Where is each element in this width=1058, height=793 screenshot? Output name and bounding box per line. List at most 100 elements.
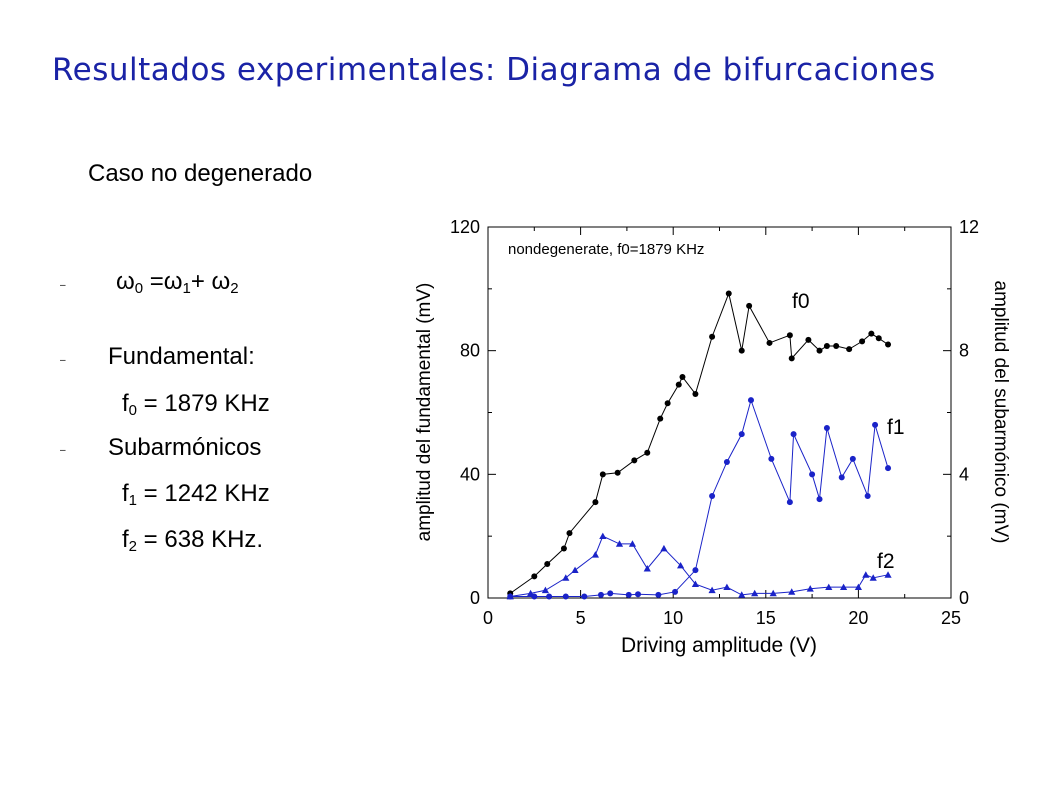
data-point-f1 [872, 421, 879, 428]
data-point-f1 [786, 499, 793, 506]
y-tick-label: 0 [470, 588, 480, 608]
data-point-f2 [677, 561, 685, 569]
x-tick-label: 20 [848, 608, 868, 628]
data-point-f2 [628, 540, 637, 547]
series-line-f1 [510, 398, 889, 597]
data-point-f2 [506, 592, 514, 600]
data-point-f1 [838, 474, 845, 481]
f1-frequency: f1 = 1242 KHz [122, 480, 270, 509]
data-point-f1 [816, 496, 823, 503]
data-point-f0 [788, 355, 795, 362]
data-point-f2 [562, 574, 570, 581]
data-point-f0 [725, 290, 732, 297]
bullet-marker: – [60, 445, 66, 456]
f2-sub: 2 [128, 538, 138, 555]
data-point-f0 [746, 302, 753, 309]
data-point-f2 [806, 585, 814, 592]
f1-symbol: f [122, 480, 129, 507]
f0-symbol: f [122, 390, 129, 417]
data-point-f2 [854, 583, 862, 591]
data-point-f0 [875, 335, 882, 342]
data-point-f1 [768, 455, 775, 462]
data-point-f2 [825, 583, 833, 591]
y-right-tick-label: 8 [959, 341, 969, 361]
series-label-f2: f2 [877, 550, 895, 573]
data-point-f2 [738, 591, 746, 598]
fundamental-label: Fundamental: [108, 343, 255, 370]
y-right-tick-label: 12 [959, 217, 979, 237]
data-point-f1 [809, 471, 816, 478]
data-point-f2 [526, 589, 535, 597]
data-point-f2 [615, 540, 624, 547]
f1-value: = 1242 KHz [137, 480, 270, 507]
data-point-f2 [708, 586, 716, 594]
data-point-f1 [823, 424, 830, 431]
data-point-f1 [672, 588, 679, 595]
y-axis-label-left: amplitud del fundamental (mV) [414, 283, 435, 542]
f1-sub: 1 [128, 492, 138, 509]
series-layer [506, 290, 892, 600]
data-point-f0 [531, 573, 538, 580]
data-point-f0 [868, 330, 875, 337]
x-tick-label: 25 [941, 608, 961, 628]
bullet-marker: – [60, 280, 66, 291]
chart-title: nondegenerate, f0=1879 KHz [508, 241, 704, 258]
series-label-f1: f1 [887, 416, 905, 439]
y-tick-label: 40 [460, 464, 480, 484]
data-point-f1 [709, 492, 716, 499]
omega-sub-1: 1 [182, 280, 191, 297]
data-point-f2 [723, 583, 731, 591]
omega-symbol: ω [116, 268, 135, 295]
data-point-f1 [790, 431, 797, 438]
data-point-f1 [597, 591, 604, 598]
data-point-f0 [599, 471, 606, 478]
y-axis-label-right: amplitud del subarmónico (mV) [990, 281, 1011, 544]
data-point-f2 [541, 586, 550, 594]
data-point-f2 [643, 565, 651, 572]
omega-relation: ω0 =ω1+ ω2 [116, 268, 239, 297]
x-axis-label: Driving amplitude (V) [621, 634, 817, 657]
f2-value: = 638 KHz. [137, 526, 264, 553]
data-point-f2 [884, 571, 892, 578]
data-point-f1 [546, 593, 553, 600]
f0-sub: 0 [128, 402, 138, 419]
data-point-f0 [631, 457, 638, 464]
data-point-f1 [885, 465, 892, 472]
data-point-f1 [635, 591, 642, 598]
data-point-f0 [846, 346, 853, 353]
data-point-f2 [691, 580, 700, 587]
data-point-f0 [885, 341, 892, 348]
data-point-f2 [769, 589, 777, 597]
y-tick-label: 80 [460, 341, 480, 361]
data-point-f1 [864, 492, 871, 499]
bullet-marker: – [60, 355, 66, 366]
y-tick-label: 120 [450, 217, 480, 237]
f2-frequency: f2 = 638 KHz. [122, 526, 263, 555]
data-point-f0 [692, 390, 699, 397]
data-point-f0 [766, 339, 773, 346]
omega-sub-0: 0 [134, 280, 144, 297]
data-point-f2 [571, 566, 579, 574]
x-tick-label: 0 [483, 608, 493, 628]
data-point-f0 [592, 499, 599, 506]
data-point-f1 [723, 458, 730, 465]
data-point-f0 [805, 336, 812, 343]
f0-frequency: f0 = 1879 KHz [122, 390, 270, 419]
data-point-f1 [655, 591, 662, 598]
data-point-f2 [751, 589, 759, 597]
data-point-f0 [859, 338, 866, 345]
data-point-f1 [747, 397, 754, 404]
data-point-f0 [560, 545, 567, 552]
x-tick-label: 5 [576, 608, 586, 628]
omega-sub-2: 2 [230, 280, 239, 297]
data-point-f0 [664, 400, 671, 407]
data-point-f2 [599, 532, 607, 540]
data-point-f0 [657, 415, 664, 422]
x-tick-label: 10 [663, 608, 683, 628]
x-tick-label: 15 [756, 608, 776, 628]
data-point-f0 [786, 332, 793, 339]
slide-subtitle: Caso no degenerado [88, 160, 313, 187]
slide-title: Resultados experimentales: Diagrama de b… [52, 52, 936, 88]
